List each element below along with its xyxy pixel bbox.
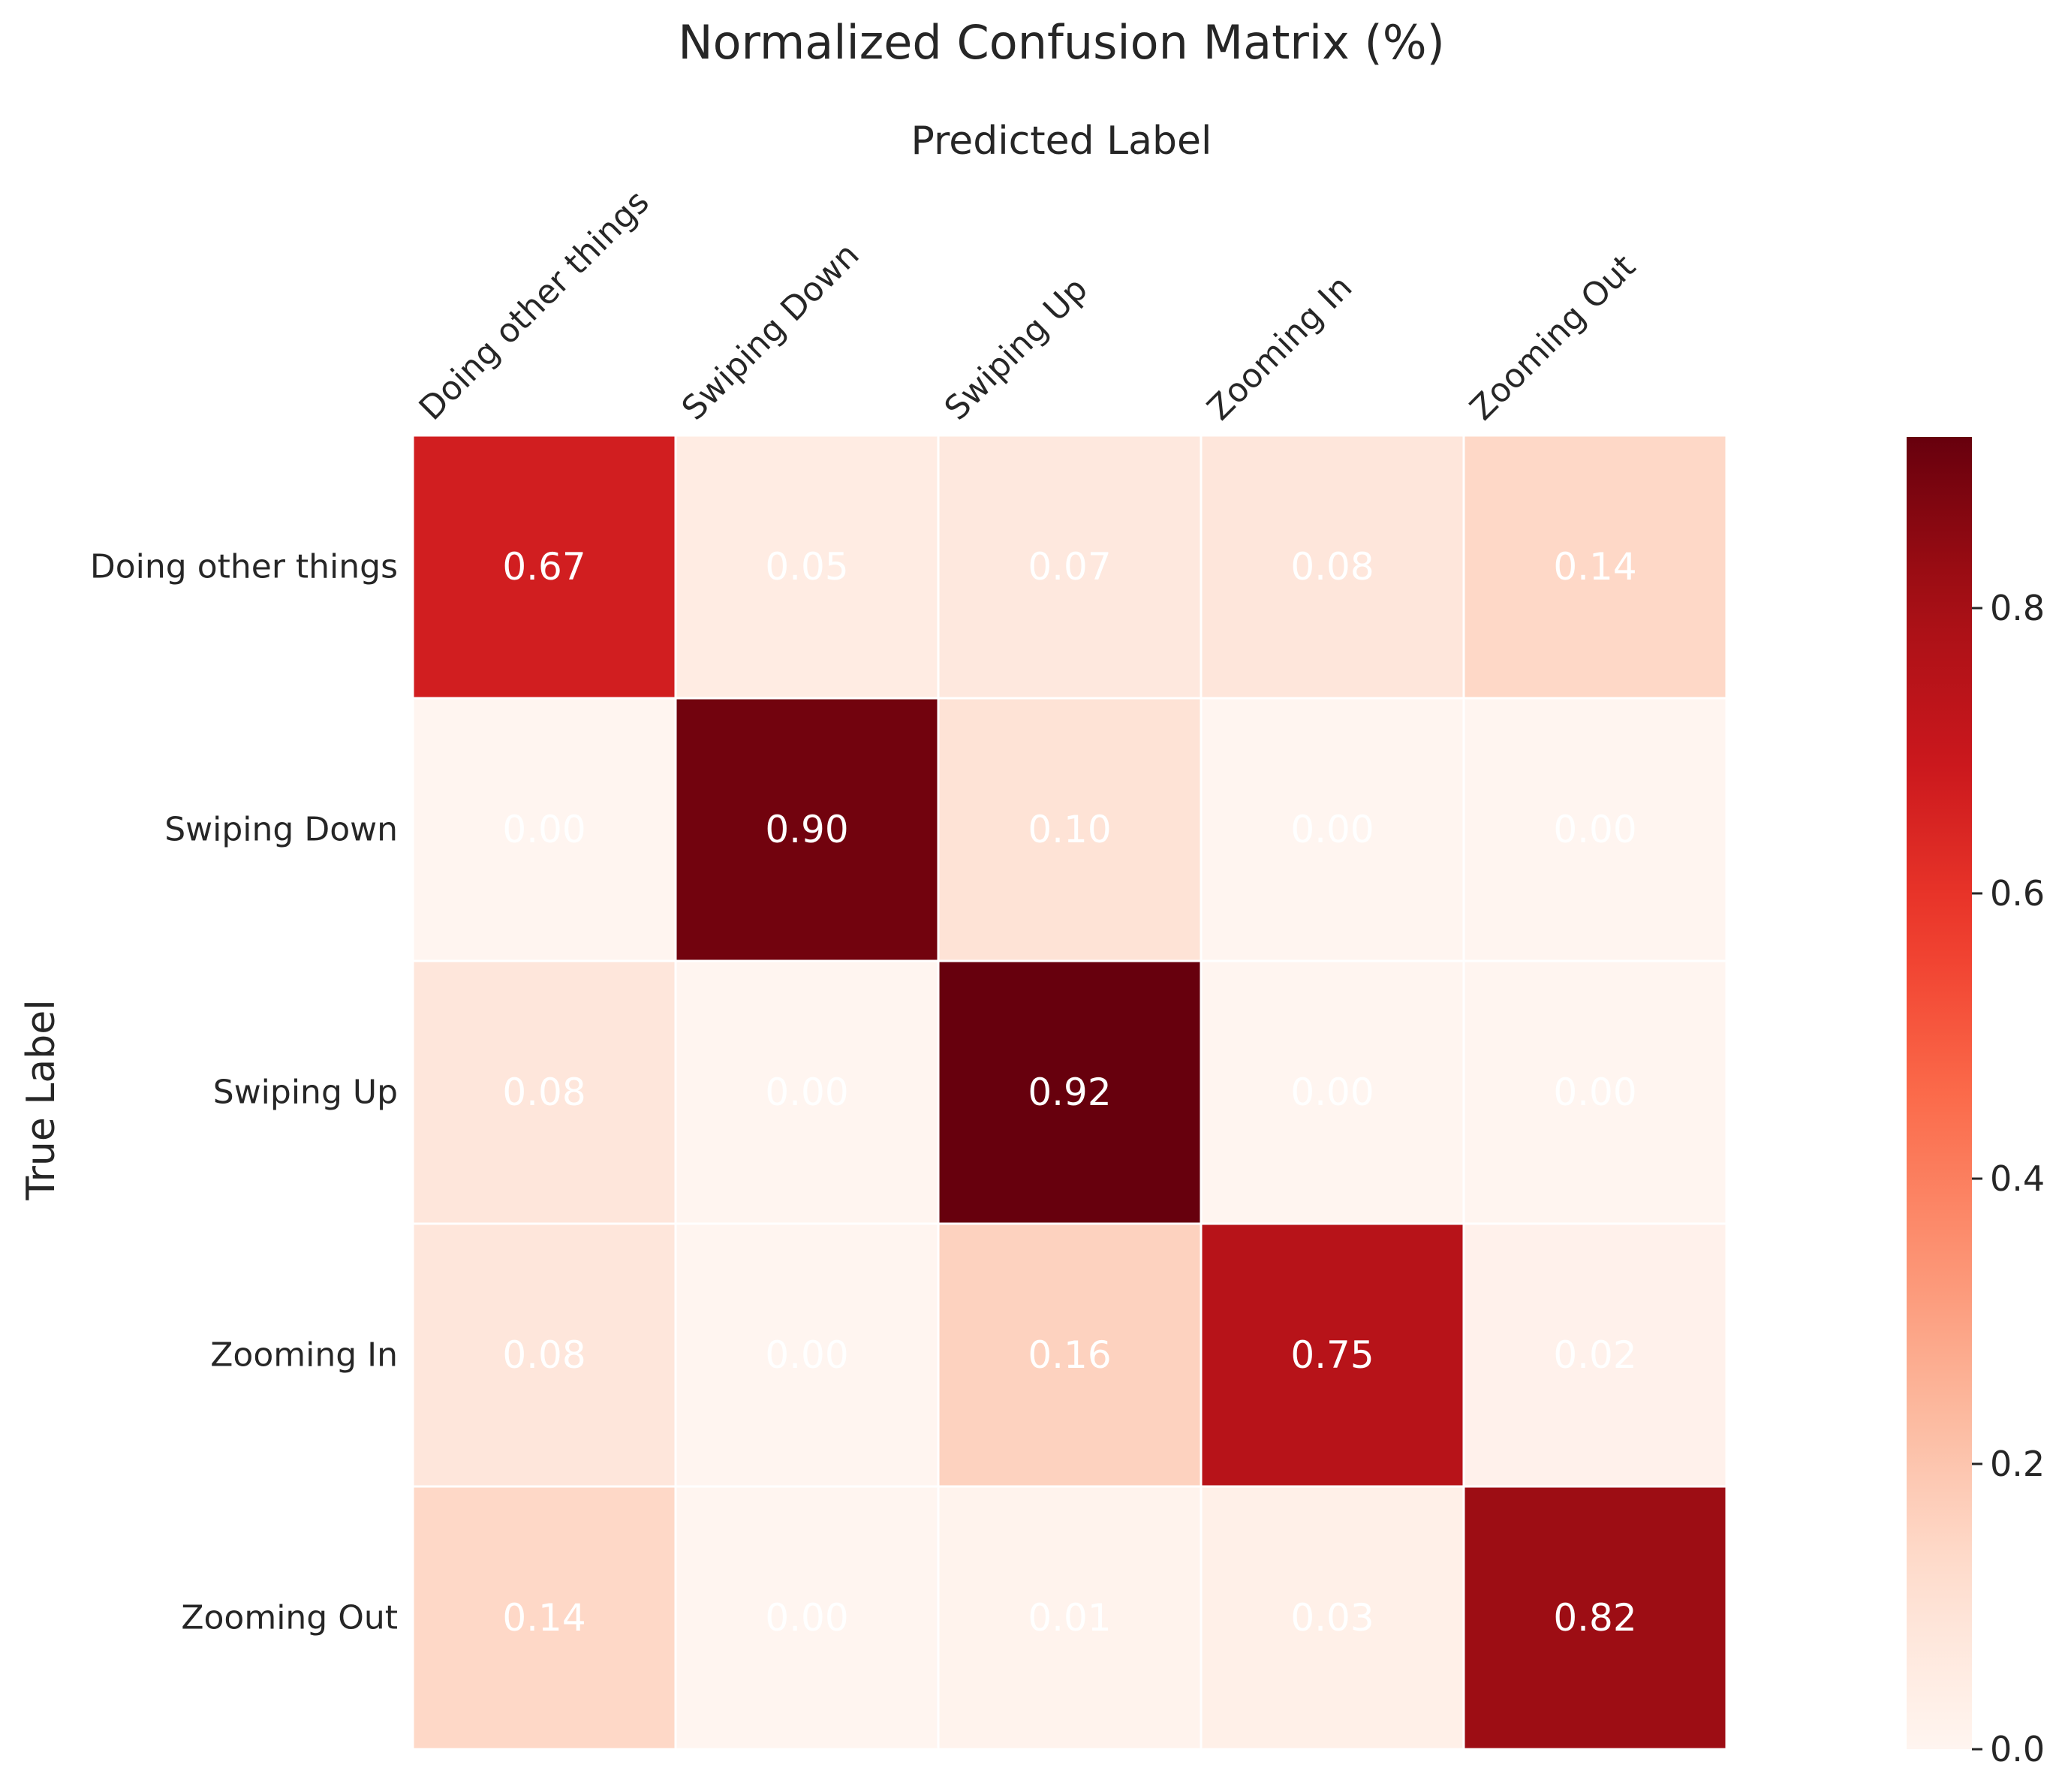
x-axis-title: Predicted Label	[911, 119, 1212, 164]
y-tick-label: Zooming Out	[181, 1599, 398, 1637]
y-tick-label: Zooming In	[210, 1336, 398, 1375]
cell-value-label: 0.00	[1290, 808, 1374, 851]
heatmap-cell	[411, 697, 677, 962]
cell-value-label: 0.03	[1290, 1596, 1374, 1640]
cell-value-label: 0.14	[502, 1596, 585, 1640]
colorbar-tick-label: 0.4	[1990, 1158, 2045, 1199]
heatmap-cell	[1462, 959, 1728, 1225]
heatmap-cell	[937, 959, 1203, 1225]
cell-value-label: 0.05	[765, 545, 848, 589]
y-axis-title: True Label	[19, 999, 64, 1200]
cell-value-label: 0.90	[765, 808, 848, 851]
x-tick-label: Swiping Down	[675, 236, 867, 428]
heatmap-cell	[674, 1222, 940, 1488]
colorbar: 0.0 0.2 0.4 0.6 0.8	[1907, 437, 2045, 1769]
cell-value-label: 0.92	[1028, 1071, 1111, 1114]
cell-value-label: 0.00	[502, 808, 585, 851]
y-tick-label: Swiping Up	[213, 1074, 398, 1112]
heatmap-cell	[937, 1222, 1203, 1488]
y-tick-labels: Doing other things Swiping Down Swiping Up…	[90, 548, 398, 1637]
heatmap-cell	[674, 1485, 940, 1751]
heatmap-cell	[1200, 959, 1465, 1225]
heatmap-cell	[1462, 1222, 1728, 1488]
cell-value-label: 0.82	[1553, 1596, 1636, 1640]
heatmap-cell	[937, 697, 1203, 962]
heatmap-cell	[1462, 697, 1728, 962]
colorbar-bar	[1907, 437, 1972, 1749]
cell-value-label: 0.67	[502, 545, 585, 589]
cell-value-label: 0.01	[1028, 1596, 1111, 1640]
cell-value-label: 0.08	[502, 1071, 585, 1114]
heatmap-cell	[411, 1485, 677, 1751]
colorbar-tick-label: 0.6	[1990, 873, 2045, 914]
cell-value-label: 0.00	[1553, 1071, 1636, 1114]
colorbar-tick-label: 0.2	[1990, 1444, 2045, 1484]
heatmap-cell	[1462, 1485, 1728, 1751]
heatmap-cell	[1462, 434, 1728, 700]
heatmap-cell	[937, 434, 1203, 700]
heatmap-cell	[1200, 1222, 1465, 1488]
heatmap-cell	[674, 434, 940, 700]
heatmap-cell	[1200, 434, 1465, 700]
y-tick-label: Swiping Down	[164, 811, 398, 849]
x-tick-labels: Doing other things Swiping Down Swiping Up…	[412, 183, 1643, 428]
cell-value-label: 0.75	[1290, 1333, 1374, 1377]
cell-value-label: 0.00	[1553, 808, 1636, 851]
x-tick-label: Zooming Out	[1463, 248, 1643, 428]
cell-value-label: 0.00	[765, 1596, 848, 1640]
chart-title: Normalized Confusion Matrix (%)	[678, 15, 1445, 70]
heatmap-cell	[411, 1222, 677, 1488]
x-tick-label: Swiping Up	[938, 270, 1095, 428]
x-tick-label: Zooming In	[1200, 268, 1360, 428]
heatmap-cell	[937, 1485, 1203, 1751]
cell-value-label: 0.00	[765, 1071, 848, 1114]
colorbar-tick-label: 0.8	[1990, 588, 2045, 628]
cell-value-label: 0.10	[1028, 808, 1111, 851]
cell-value-label: 0.02	[1553, 1333, 1636, 1377]
heatmap-cells: 0.67 0.05 0.07 0.08 0.14 0.00 0.90 0.10 0.00 0.00…	[411, 434, 1728, 1751]
cell-value-label: 0.14	[1553, 545, 1636, 589]
cell-value-label: 0.00	[765, 1333, 848, 1377]
cell-value-label: 0.16	[1028, 1333, 1111, 1377]
x-tick-label: Doing other things	[412, 183, 657, 428]
cell-value-label: 0.08	[1290, 545, 1374, 589]
heatmap-cell	[674, 959, 940, 1225]
cell-value-label: 0.08	[502, 1333, 585, 1377]
cell-value-label: 0.00	[1290, 1071, 1374, 1114]
heatmap-cell	[411, 434, 677, 700]
colorbar-tick-label: 0.0	[1990, 1729, 2045, 1769]
y-tick-label: Doing other things	[90, 548, 398, 586]
cell-value-label: 0.07	[1028, 545, 1111, 589]
